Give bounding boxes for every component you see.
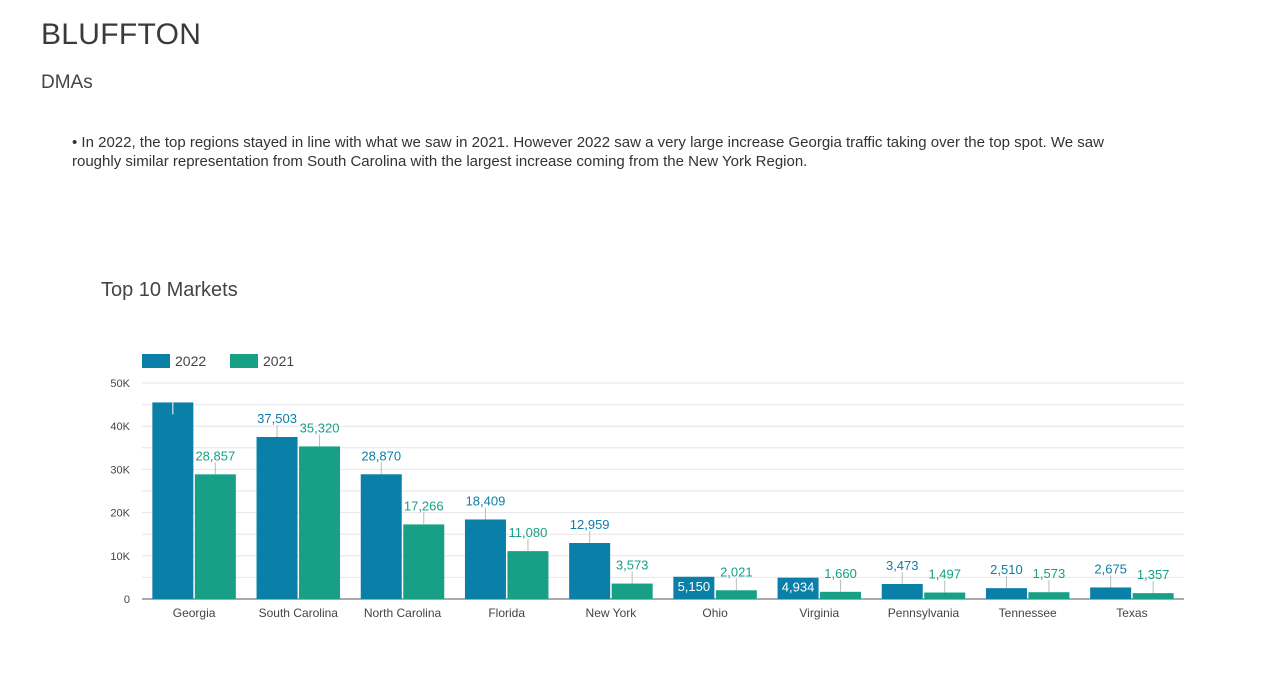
bar-2021[interactable] (924, 592, 966, 599)
bar-2021[interactable] (611, 583, 653, 599)
bar-2021[interactable] (194, 474, 236, 599)
bar-2021[interactable] (715, 590, 757, 599)
bar-2021[interactable] (299, 446, 341, 599)
category-label: North Carolina (364, 606, 442, 620)
bar-2022[interactable] (1090, 587, 1132, 599)
y-tick-label: 20K (110, 508, 130, 520)
legend-label[interactable]: 2022 (175, 353, 206, 369)
category-label: Texas (1116, 606, 1147, 620)
data-label: 1,573 (1033, 566, 1066, 581)
bar-2022[interactable] (985, 588, 1027, 599)
y-axis: 0 10K 20K 30K 40K 50K (110, 378, 130, 606)
bar-2022[interactable] (569, 543, 611, 599)
data-label: 4,934 (782, 580, 815, 595)
data-label: 35,320 (300, 420, 340, 435)
legend-swatch[interactable] (142, 354, 170, 368)
legend[interactable]: 2022 2021 (142, 353, 294, 369)
data-label: 11,080 (509, 525, 548, 540)
category-label: Florida (488, 606, 525, 620)
category-label: New York (586, 606, 638, 620)
bar-2021[interactable] (403, 524, 445, 599)
summary-text: • In 2022, the top regions stayed in lin… (72, 134, 1104, 170)
data-label: 37,503 (257, 411, 297, 426)
data-label: 3,573 (616, 558, 649, 573)
bar-2021[interactable] (1132, 593, 1174, 599)
page-title: BLUFFTON (41, 18, 202, 51)
gridlines (142, 382, 1184, 600)
category-label: Virginia (799, 606, 839, 620)
legend-swatch[interactable] (230, 354, 258, 368)
data-label: 1,357 (1137, 567, 1170, 582)
bar-2021[interactable] (820, 591, 862, 599)
bar-2022[interactable] (464, 519, 506, 599)
y-tick-label: 10K (110, 551, 130, 563)
bar-2022[interactable] (152, 402, 194, 599)
bar-2022[interactable] (256, 436, 298, 599)
y-tick-label: 40K (110, 421, 130, 433)
data-label: 28,857 (195, 448, 235, 463)
category-label: Ohio (702, 606, 728, 620)
data-label: 17,266 (404, 498, 444, 513)
section-title: DMAs (41, 72, 93, 93)
bar-2021[interactable] (1028, 592, 1070, 599)
data-label: 28,870 (361, 448, 401, 463)
data-label: 1,497 (928, 567, 961, 582)
data-label: 12,959 (570, 517, 610, 532)
y-tick-label: 0 (124, 594, 130, 606)
legend-label[interactable]: 2021 (263, 353, 294, 369)
bar-2022[interactable] (360, 474, 402, 599)
data-label: 18,409 (466, 493, 506, 508)
bar-2022[interactable] (881, 583, 923, 599)
data-label: 3,473 (886, 558, 919, 573)
data-label: 2,021 (720, 564, 753, 579)
bar-2022[interactable] (673, 576, 715, 599)
y-tick-label: 30K (110, 464, 130, 476)
y-tick-label: 50K (110, 378, 130, 390)
data-label: 1,660 (824, 566, 857, 581)
chart-title: Top 10 Markets (101, 279, 238, 301)
bar-2022[interactable] (777, 577, 819, 599)
data-label: 5,150 (678, 579, 711, 594)
category-label: Georgia (173, 606, 216, 620)
bar-2021[interactable] (507, 551, 549, 599)
x-axis: Georgia South Carolina North Carolina Flori… (173, 606, 1148, 620)
category-label: Pennsylvania (888, 606, 960, 620)
data-label: 2,510 (990, 562, 1023, 577)
data-label: 2,675 (1094, 561, 1127, 576)
category-label: South Carolina (259, 606, 339, 620)
category-label: Tennessee (999, 606, 1057, 620)
